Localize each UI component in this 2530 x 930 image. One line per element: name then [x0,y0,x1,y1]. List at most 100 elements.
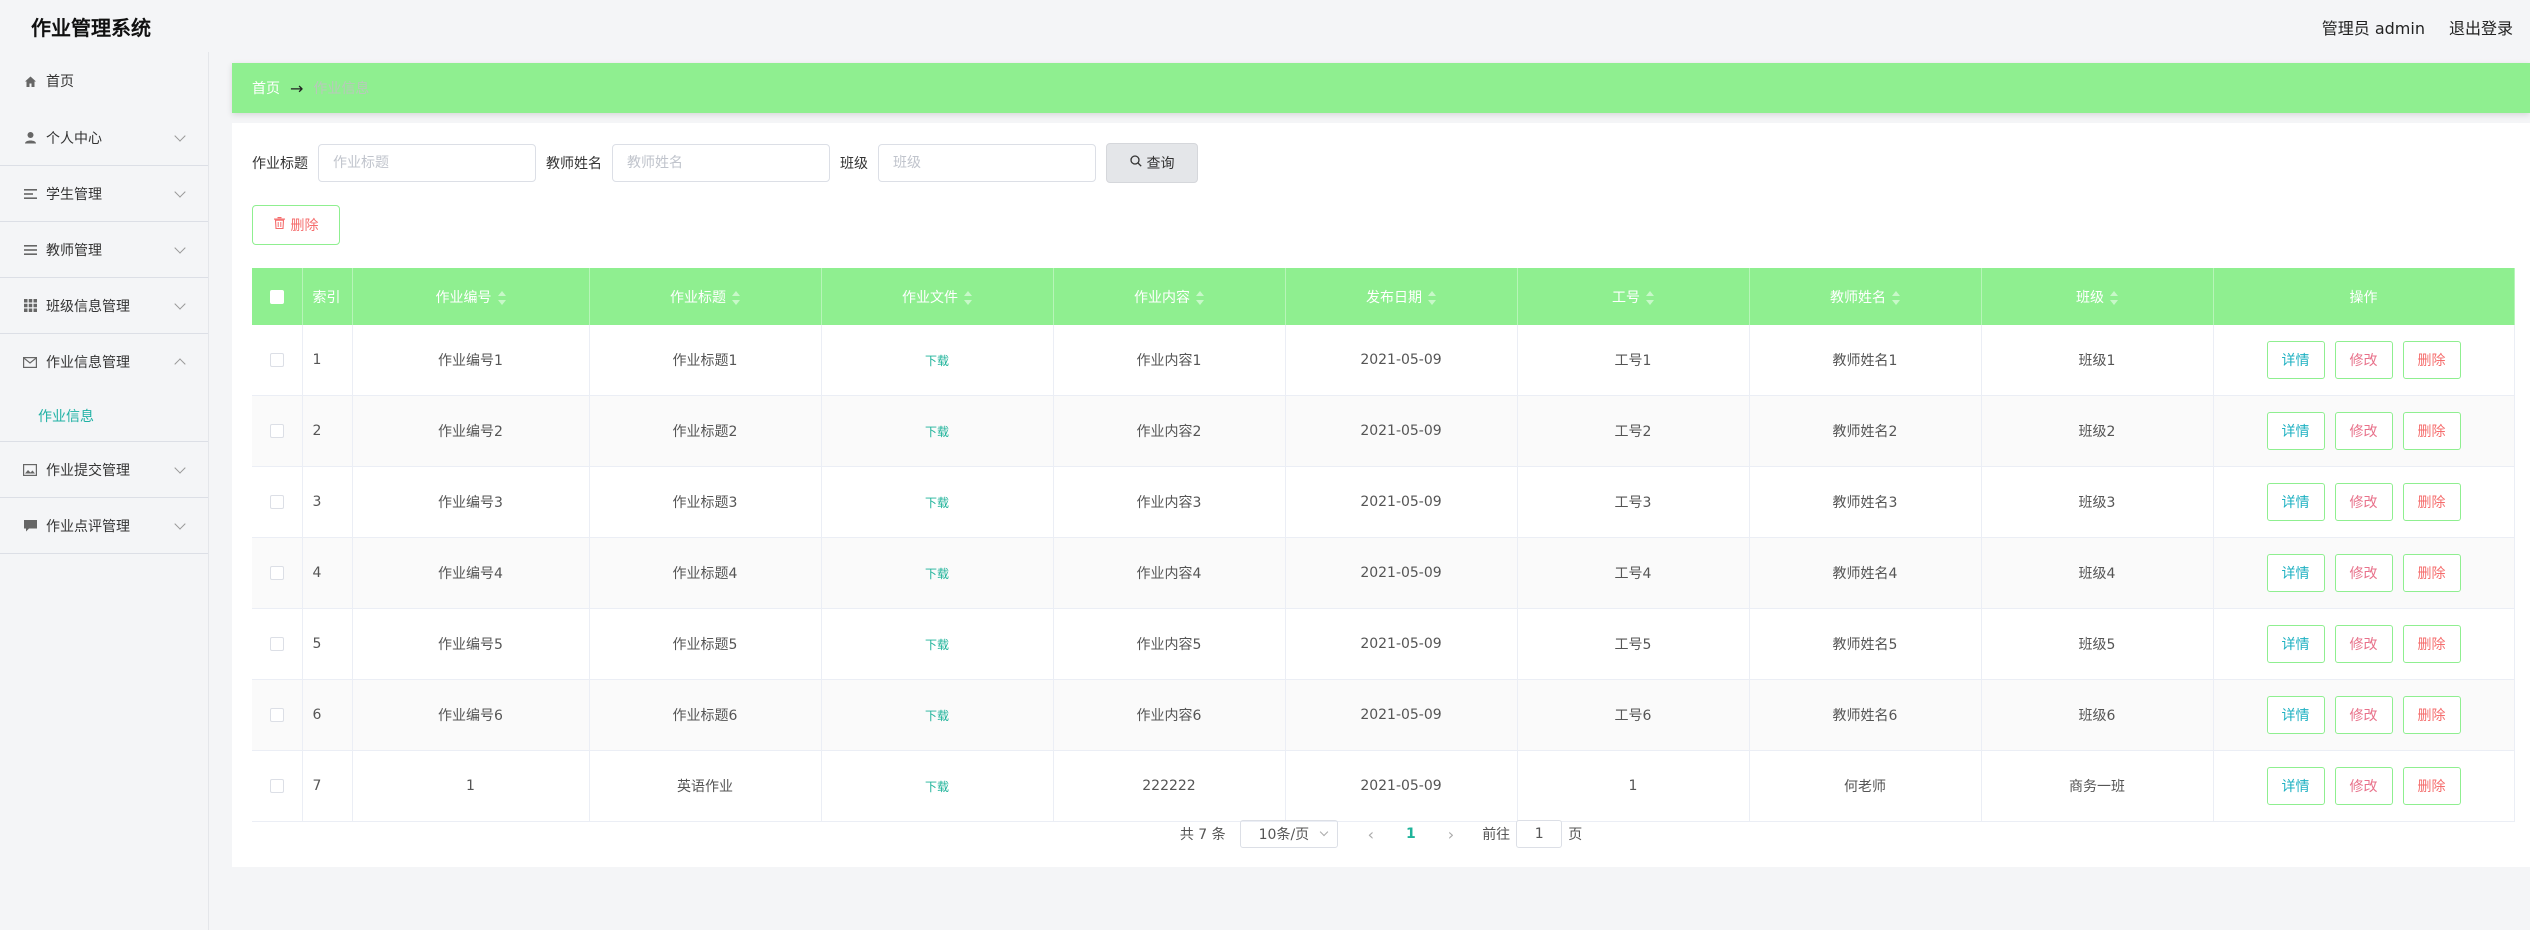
download-link[interactable]: 下载 [924,566,949,581]
detail-button[interactable]: 详情 [2266,341,2325,379]
header-file[interactable]: 作业文件 [821,268,1054,325]
row-checkbox[interactable] [269,637,284,651]
header-date[interactable]: 发布日期 [1285,268,1518,325]
row-checkbox[interactable] [269,566,284,580]
delete-button[interactable]: 删除 [2402,625,2461,663]
sidebar-item-label: 首页 [46,74,74,90]
sidebar-item-profile[interactable]: 个人中心 [0,110,208,166]
delete-button[interactable]: 删除 [2402,341,2461,379]
header-code[interactable]: 作业编号 [352,268,590,325]
breadcrumb-home[interactable]: 首页 [252,81,280,97]
search-form: 作业标题 教师姓名 班级 查询 [252,143,1198,183]
row-checkbox[interactable] [269,424,284,438]
sidebar-item-classes[interactable]: 班级信息管理 [0,278,208,334]
cell-content: 作业内容1 [1053,325,1286,396]
cell-class: 班级6 [1981,679,2214,751]
table-body: 1 作业编号1 作业标题1 下载 作业内容1 2021-05-09 工号1 教师姓名1 班级1 详… [252,325,2515,822]
cell-file: 下载 [821,608,1054,680]
sidebar-item-teachers[interactable]: 教师管理 [0,222,208,278]
cell-content: 作业内容6 [1053,679,1286,751]
pagination: 共 7 条 10条/页 ‹ 1 › 前往 页 [232,820,2530,848]
cell-job-no: 工号3 [1517,466,1750,538]
sidebar-item-reviews[interactable]: 作业点评管理 [0,498,208,554]
download-link[interactable]: 下载 [924,637,949,652]
sidebar-item-home[interactable]: 首页 [0,52,208,110]
edit-button[interactable]: 修改 [2334,625,2393,663]
page-size-select[interactable]: 10条/页 [1239,820,1338,848]
edit-button[interactable]: 修改 [2334,341,2393,379]
download-link[interactable]: 下载 [924,424,949,439]
title-search-input[interactable] [318,144,536,182]
row-select-cell [252,679,303,751]
sort-icon[interactable] [2110,290,2118,305]
detail-button[interactable]: 详情 [2266,625,2325,663]
sort-icon[interactable] [1196,290,1204,305]
header-job-no[interactable]: 工号 [1517,268,1750,325]
detail-button[interactable]: 详情 [2266,483,2325,521]
edit-button[interactable]: 修改 [2334,554,2393,592]
detail-button[interactable]: 详情 [2266,696,2325,734]
cell-date: 2021-05-09 [1285,466,1518,538]
row-checkbox[interactable] [269,353,284,367]
class-search-input[interactable] [878,144,1096,182]
row-actions: 详情 修改 删除 [2215,412,2513,450]
cell-code: 作业编号3 [352,466,590,538]
cell-content: 作业内容5 [1053,608,1286,680]
cell-content: 作业内容4 [1053,537,1286,609]
logout-link[interactable]: 退出登录 [2448,19,2513,38]
header-title[interactable]: 作业标题 [589,268,822,325]
cell-file: 下载 [821,750,1054,822]
detail-button[interactable]: 详情 [2266,767,2325,805]
teacher-search-input[interactable] [612,144,830,182]
header-class[interactable]: 班级 [1981,268,2214,325]
row-actions: 详情 修改 删除 [2215,483,2513,521]
edit-button[interactable]: 修改 [2334,696,2393,734]
download-link[interactable]: 下载 [924,495,949,510]
detail-button[interactable]: 详情 [2266,412,2325,450]
sidebar-item-submissions[interactable]: 作业提交管理 [0,442,208,498]
download-link[interactable]: 下载 [924,779,949,794]
query-button[interactable]: 查询 [1106,143,1198,183]
sort-icon[interactable] [1428,290,1436,305]
sidebar-subitem-homework-info[interactable]: 作业信息 [0,390,208,442]
row-checkbox[interactable] [269,495,284,509]
delete-button[interactable]: 删除 [2402,483,2461,521]
row-checkbox[interactable] [269,708,284,722]
cell-job-no: 工号4 [1517,537,1750,609]
cell-ops: 详情 修改 删除 [2213,679,2515,751]
goto-suffix: 页 [1568,827,1583,843]
sidebar-item-homework-info[interactable]: 作业信息管理 [0,334,208,390]
page-number-current[interactable]: 1 [1406,826,1416,842]
goto-prefix: 前往 [1482,827,1511,843]
sort-icon[interactable] [732,290,740,305]
sort-icon[interactable] [1892,290,1900,305]
sidebar-item-students[interactable]: 学生管理 [0,166,208,222]
breadcrumb-current: 作业信息 [313,81,370,97]
cell-content: 作业内容3 [1053,466,1286,538]
prev-page-button[interactable]: ‹ [1367,824,1375,844]
cell-class: 班级1 [1981,325,2214,396]
delete-button[interactable]: 删除 [2402,696,2461,734]
delete-button[interactable]: 删除 [2402,554,2461,592]
edit-button[interactable]: 修改 [2334,767,2393,805]
delete-button[interactable]: 删除 [2402,767,2461,805]
sort-icon[interactable] [964,290,972,305]
next-page-button[interactable]: › [1447,824,1455,844]
header-content[interactable]: 作业内容 [1053,268,1286,325]
select-all-checkbox[interactable] [269,289,284,304]
row-checkbox[interactable] [269,779,284,793]
batch-delete-button[interactable]: 删除 [252,205,340,245]
detail-button[interactable]: 详情 [2266,554,2325,592]
delete-button[interactable]: 删除 [2402,412,2461,450]
sort-icon[interactable] [497,290,506,305]
download-link[interactable]: 下载 [924,708,949,723]
cell-date: 2021-05-09 [1285,537,1518,609]
cell-code: 作业编号2 [352,395,590,467]
sort-icon[interactable] [1646,290,1654,305]
edit-button[interactable]: 修改 [2334,412,2393,450]
row-actions: 详情 修改 删除 [2215,625,2513,663]
edit-button[interactable]: 修改 [2334,483,2393,521]
header-teacher[interactable]: 教师姓名 [1749,268,1982,325]
download-link[interactable]: 下载 [924,353,949,368]
goto-page-input[interactable] [1516,820,1563,848]
